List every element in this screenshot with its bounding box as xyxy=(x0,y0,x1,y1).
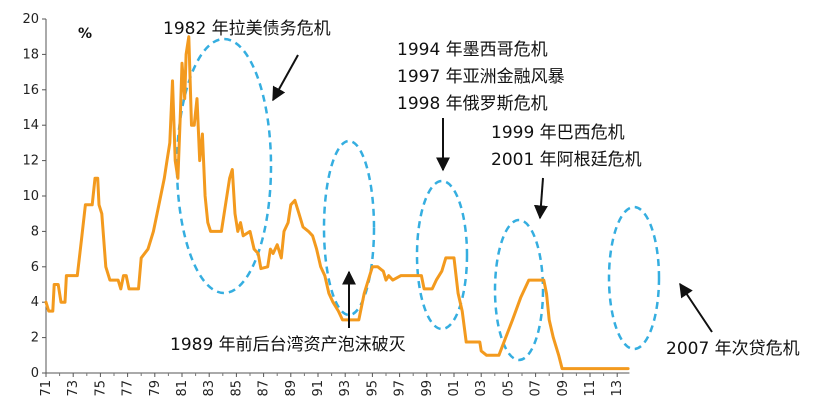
x-tick-label: 93 xyxy=(338,380,353,397)
ellipse-1982 xyxy=(175,37,273,295)
x-tick-label: 95 xyxy=(365,380,380,397)
annotation-arrows xyxy=(272,54,713,333)
annotation-1997-asia: 1997 年亚洲金融风暴 xyxy=(397,67,565,87)
x-tick-label: 75 xyxy=(93,380,108,397)
ellipse-1999-2001 xyxy=(493,218,545,362)
x-tick-label: 79 xyxy=(148,380,163,397)
annotation-1982-latam-debt: 1982 年拉美债务危机 xyxy=(163,19,331,39)
x-tick-label: 99 xyxy=(420,380,435,397)
y-tick-label: 2 xyxy=(31,331,39,346)
ellipse-2007 xyxy=(607,205,661,351)
x-tick-label: 89 xyxy=(284,380,299,397)
x-tick-label: 71 xyxy=(39,380,54,397)
annotation-1994-mexico: 1994 年墨西哥危机 xyxy=(397,40,548,60)
annotation-2001-argentina: 2001 年阿根廷危机 xyxy=(491,150,642,170)
x-tick-label: 09 xyxy=(556,380,571,397)
x-tick-label: 07 xyxy=(529,380,544,397)
y-tick-label: 14 xyxy=(22,118,39,133)
x-tick-label: 91 xyxy=(311,380,326,397)
x-tick-label: 77 xyxy=(121,380,136,397)
arrow-2007 xyxy=(679,282,713,333)
x-tick-label: 13 xyxy=(610,380,625,397)
arrow-1999-2001 xyxy=(533,177,548,220)
annotation-1999-brazil: 1999 年巴西危机 xyxy=(491,123,625,143)
y-tick-label: 8 xyxy=(31,224,39,239)
y-tick-label: 4 xyxy=(31,295,39,310)
x-tick-label: 81 xyxy=(175,380,190,397)
ellipse-1994-1998 xyxy=(415,179,469,331)
x-tick-label: 83 xyxy=(202,380,217,397)
y-tick-label: 12 xyxy=(22,154,39,169)
y-tick-label: 0 xyxy=(31,366,39,381)
y-unit-label: % xyxy=(78,26,92,42)
x-tick-label: 05 xyxy=(501,380,516,397)
x-tick-label: 11 xyxy=(583,380,598,397)
series-layer xyxy=(44,35,630,371)
y-tick-label: 16 xyxy=(22,83,39,98)
ellipse-1989 xyxy=(322,139,376,317)
annotation-1989-taiwan-bubble: 1989 年前后台湾资产泡沫破灭 xyxy=(170,335,406,355)
arrow-1982 xyxy=(272,54,299,102)
x-tick-label: 87 xyxy=(257,380,272,397)
annotation-1998-russia: 1998 年俄罗斯危机 xyxy=(397,94,548,114)
y-tick-label: 18 xyxy=(22,47,39,62)
y-tick-label: 20 xyxy=(22,12,39,27)
x-tick-label: 85 xyxy=(229,380,244,397)
x-tick-label: 97 xyxy=(393,380,408,397)
x-tick-label: 03 xyxy=(474,380,489,397)
x-tick-label: 73 xyxy=(66,380,81,397)
annotation-text-layer: % 1982 年拉美债务危机 1994 年墨西哥危机 1997 年亚洲金融风暴 … xyxy=(78,19,800,359)
annotation-2007-subprime: 2007 年次贷危机 xyxy=(666,339,800,359)
axis-layer: 0 2 4 6 8 10 12 14 16 18 20 71 73 75 77 79 81 83 85 87 89 91 9… xyxy=(22,12,630,397)
y-tick-label: 6 xyxy=(31,260,39,275)
series-line xyxy=(44,35,630,371)
x-tick-label: 01 xyxy=(447,380,462,397)
y-tick-label: 10 xyxy=(22,189,39,204)
highlight-ellipses xyxy=(175,37,661,362)
